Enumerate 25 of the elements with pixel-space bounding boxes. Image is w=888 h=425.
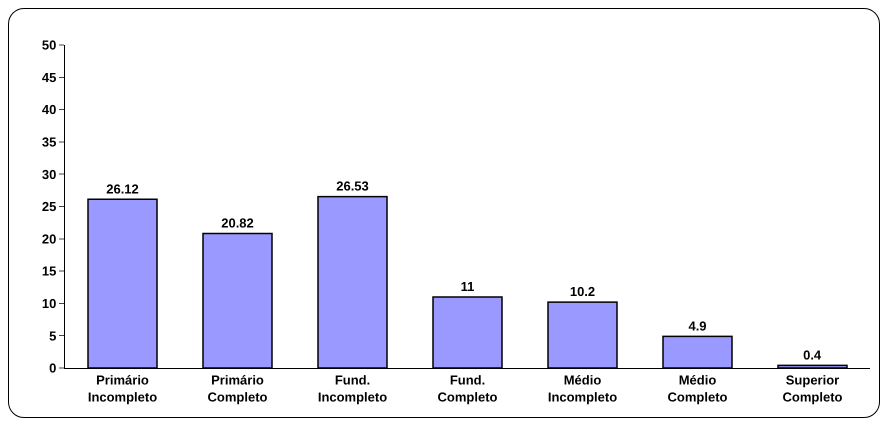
x-tick-label: Fund. Completo <box>438 372 498 404</box>
y-tick-label: 45 <box>42 70 56 85</box>
y-tick-label: 50 <box>42 38 56 53</box>
y-tick-label: 40 <box>42 102 56 118</box>
y-tick-label: 15 <box>42 264 56 279</box>
data-label: 4.9 <box>688 318 707 334</box>
data-label: 20.82 <box>221 216 254 230</box>
x-tick-label: Primário Completo <box>208 372 268 404</box>
y-tick-label: 20 <box>42 231 56 246</box>
data-label: 0.4 <box>803 347 822 362</box>
x-tick-label: Médio Completo <box>668 372 728 404</box>
y-tick-label: 0 <box>49 360 56 376</box>
y-tick-label: 5 <box>49 328 56 344</box>
data-label: 26.12 <box>106 181 139 196</box>
data-label: 26.53 <box>336 178 369 194</box>
x-tick-label: Superior Completo <box>782 372 843 404</box>
y-tick-label: 30 <box>42 166 56 182</box>
y-tick-label: 10 <box>42 296 56 311</box>
y-tick-label: 25 <box>42 199 56 214</box>
y-tick-label: 35 <box>42 134 56 150</box>
data-label: 11 <box>460 278 474 294</box>
data-label: 10.2 <box>570 284 596 300</box>
x-tick-label: Médio Incompleto <box>548 372 618 404</box>
x-tick-label: Primário Incompleto <box>88 372 158 404</box>
x-tick-label: Fund. Incompleto <box>318 372 388 404</box>
